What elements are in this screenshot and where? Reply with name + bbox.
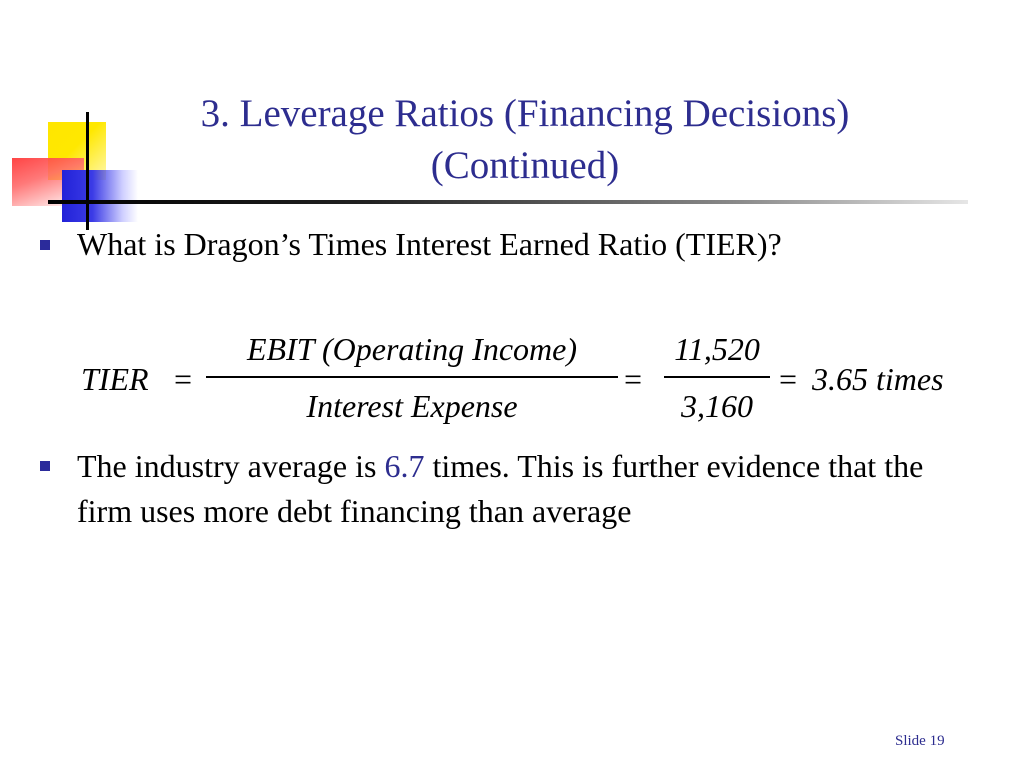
blue-square-shape bbox=[62, 170, 138, 222]
fraction-1-bar bbox=[206, 376, 618, 378]
slide-title-line-2: (Continued) bbox=[430, 144, 620, 187]
bullet-text-1: What is Dragon’s Times Interest Earned R… bbox=[77, 226, 782, 262]
bullet-text-2: The industry average is 6.7 times. This … bbox=[77, 444, 957, 534]
industry-average-value: 6.7 bbox=[384, 448, 425, 484]
slide-title-line-1: 3. Leverage Ratios (Financing Decisions) bbox=[200, 92, 850, 135]
equation-lhs: TIER bbox=[81, 361, 149, 397]
fraction-2-denominator: 3,160 bbox=[681, 388, 753, 424]
slide-number: Slide 19 bbox=[895, 733, 945, 749]
fraction-1-numerator: EBIT (Operating Income) bbox=[247, 331, 577, 367]
equals-sign: = bbox=[779, 361, 798, 397]
bullet-2-text-end: times. This is further evidence that the… bbox=[77, 448, 924, 529]
tier-equation: TIER = EBIT (Operating Income) Interest … bbox=[78, 328, 978, 428]
fraction-1-denominator: Interest Expense bbox=[306, 388, 518, 424]
slide-title: 3. Leverage Ratios (Financing Decisions)… bbox=[100, 88, 950, 192]
equals-sign: = bbox=[174, 361, 193, 397]
equation-result: 3.65 times bbox=[812, 361, 944, 397]
bullet-square-icon bbox=[40, 240, 50, 250]
bullet-2-text-start: The industry average is bbox=[77, 448, 385, 484]
equals-sign: = bbox=[624, 361, 643, 397]
fraction-2-numerator: 11,520 bbox=[674, 331, 760, 367]
bullet-square-icon bbox=[40, 461, 50, 471]
vertical-line-shape bbox=[86, 112, 89, 230]
fraction-2-bar bbox=[664, 376, 770, 378]
slide-logo-graphic bbox=[0, 0, 150, 240]
title-underline bbox=[48, 200, 968, 204]
